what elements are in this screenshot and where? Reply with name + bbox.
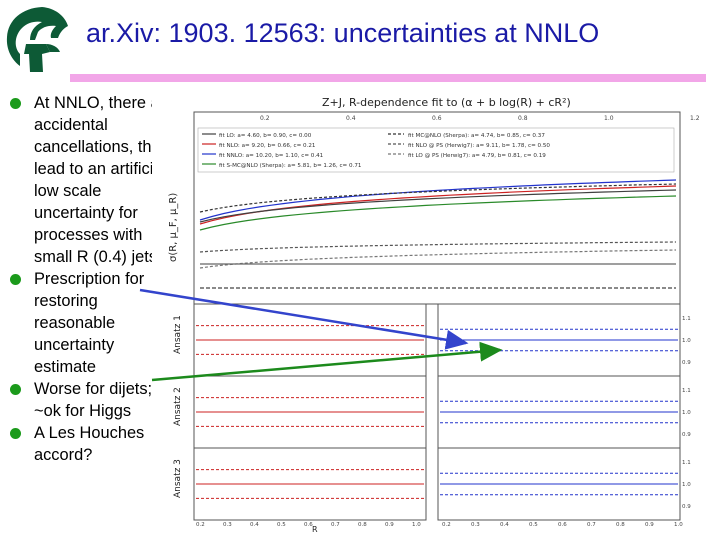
bottom-tick-label: 0.6 [558, 522, 567, 528]
bottom-tick-label: 1.0 [674, 522, 683, 528]
legend-entry: fit NLO: a= 9.20, b= 0.66, c= 0.21 [219, 143, 316, 149]
bullet-item: A Les Houches accord? [8, 422, 178, 466]
legend-entry: fit LO: a= 4.60, b= 0.90, c= 0.00 [219, 133, 312, 139]
panel-tick-label: 1.0 [682, 410, 691, 416]
panel-tick-label: 1.1 [682, 388, 691, 394]
panel-tick-label: 1.0 [682, 482, 691, 488]
bottom-tick-label: 0.3 [223, 522, 232, 528]
bottom-tick-label: 0.6 [304, 522, 313, 528]
ansatz-label: Ansatz 1 [173, 315, 183, 354]
bottom-tick-label: 0.5 [277, 522, 286, 528]
bottom-tick-label: 0.4 [250, 522, 259, 528]
legend-box [197, 127, 675, 173]
top-tick-label: 0.6 [432, 115, 442, 122]
bullet-item: Worse for dijets; ~ok for Higgs [8, 378, 178, 422]
bullet-dot-icon [10, 384, 21, 395]
bullet-text: Prescription for restoring reasonable un… [34, 270, 145, 376]
fit-curve [199, 249, 677, 269]
fit-curve [199, 241, 677, 253]
bottom-tick-label: 0.5 [529, 522, 538, 528]
bullet-list: At NNLO, there are accidental cancellati… [8, 92, 178, 466]
ansatz-label: Ansatz 2 [173, 387, 183, 426]
legend-entry: fit NLO @ PS (Herwig7): a= 9.11, b= 1.78… [408, 143, 550, 149]
panel-tick-label: 0.9 [682, 504, 691, 510]
top-tick-labels: 0.2 0.4 0.6 0.8 1.0 1.2 [260, 115, 700, 122]
bullet-text: At NNLO, there are accidental cancellati… [34, 94, 178, 266]
spartan-helmet-logo [6, 7, 69, 72]
bottom-tick-label: 1.0 [412, 522, 421, 528]
panel-tick-label: 0.9 [682, 432, 691, 438]
bullet-text: A Les Houches accord? [34, 424, 145, 464]
bottom-tick-label: 0.3 [471, 522, 480, 528]
bottom-tick-label: 0.9 [645, 522, 654, 528]
ansatz-label: Ansatz 3 [173, 459, 183, 498]
panel-tick-label: 0.9 [682, 360, 691, 366]
bottom-tick-label: 0.7 [331, 522, 340, 528]
figure-title: Z+J, R-dependence fit to (α + b log(R) +… [322, 96, 571, 109]
bottom-tick-label: 0.8 [358, 522, 367, 528]
slide-title: ar.Xiv: 1903. 12563: uncertainties at NN… [86, 18, 600, 48]
bottom-tick-label: 0.7 [587, 522, 596, 528]
top-tick-label: 1.2 [690, 115, 700, 122]
bullet-item: Prescription for restoring reasonable un… [8, 268, 178, 378]
panel-tick-label: 1.1 [682, 316, 691, 322]
legend-entry: fit NNLO: a= 10.20, b= 1.10, c= 0.41 [219, 153, 324, 159]
bottom-tick-label: 0.8 [616, 522, 625, 528]
fit-curve [199, 183, 677, 213]
bullet-dot-icon [10, 98, 21, 109]
panel-tick-label: 1.1 [682, 460, 691, 466]
bullet-dot-icon [10, 428, 21, 439]
fit-curve [199, 179, 677, 221]
bottom-tick-label: 0.9 [385, 522, 394, 528]
figure-xlabel: R [312, 525, 318, 532]
bullet-text: Worse for dijets; ~ok for Higgs [34, 380, 153, 420]
bottom-tick-label: 0.2 [196, 522, 205, 528]
panel-tick-label: 1.0 [682, 338, 691, 344]
fit-curve [199, 189, 677, 223]
bottom-tick-labels: 0.2 0.3 0.4 0.5 0.6 0.7 0.8 0.9 1.0 0.2 0.3 0.4 0.5 0… [196, 522, 683, 528]
figure-legend: fit LO: a= 4.60, b= 0.90, c= 0.00 fit NLO… [197, 127, 675, 173]
top-tick-label: 0.8 [518, 115, 528, 122]
top-tick-label: 1.0 [604, 115, 614, 122]
legend-entry: fit MC@NLO (Sherpa): a= 4.74, b= 0.85, c… [408, 133, 545, 139]
bullet-dot-icon [10, 274, 21, 285]
top-tick-label: 0.2 [260, 115, 270, 122]
figure-ylabel: σ(R, μ_F, μ_R) [168, 193, 179, 262]
fit-curve [199, 195, 677, 231]
title-rule [70, 74, 706, 82]
legend-entry: fit S-MC@NLO (Sherpa): a= 5.81, b= 1.26,… [219, 163, 362, 169]
bullet-item: At NNLO, there are accidental cancellati… [8, 92, 178, 268]
r-dependence-figure: Z+J, R-dependence fit to (α + b log(R) +… [152, 92, 708, 532]
bottom-tick-label: 0.2 [442, 522, 451, 528]
top-tick-label: 0.4 [346, 115, 356, 122]
legend-entry: fit LO @ PS (Herwig7): a= 4.79, b= 0.81,… [408, 153, 546, 159]
ansatz-panels: Ansatz 1 1.1 1.0 0.9 Ansatz 2 1.1 1.0 0.9 Ansatz… [173, 303, 691, 521]
fit-curves [199, 179, 677, 289]
bottom-tick-label: 0.4 [500, 522, 509, 528]
